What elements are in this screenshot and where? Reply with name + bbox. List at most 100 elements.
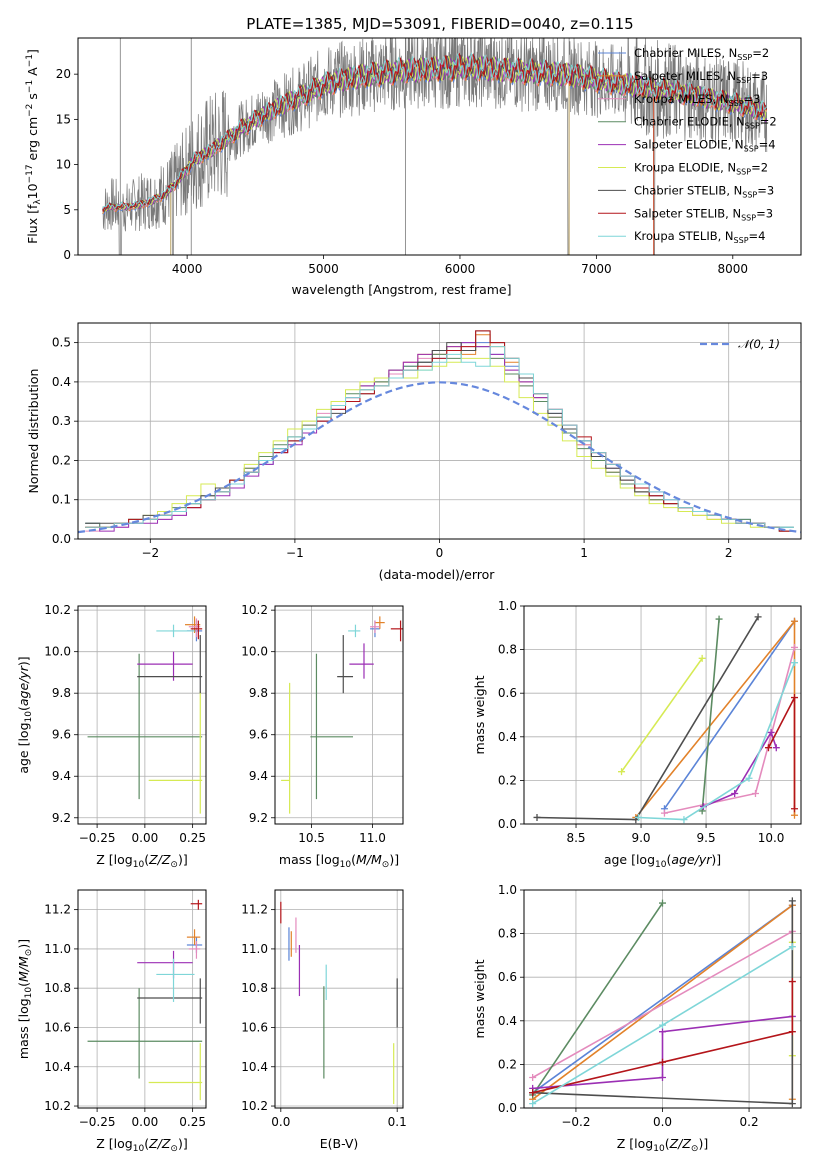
- errorbar-kroupa-stelib: [348, 624, 361, 638]
- mass-weight-line: [703, 730, 778, 808]
- x-tick-label: 9.0: [631, 831, 650, 845]
- y-tick-label: 15: [56, 112, 71, 126]
- y-tick-label: 0.0: [52, 532, 71, 546]
- plot-area: [529, 897, 796, 1108]
- x-tick-label: 10.0: [758, 831, 785, 845]
- y-tick-label: 9.6: [52, 728, 71, 742]
- legend-entry: 𝒩(0, 1): [738, 337, 780, 351]
- x-tick-label: 7000: [581, 262, 612, 276]
- x-tick-label: −0.25: [79, 831, 116, 845]
- y-tick-label: 9.8: [249, 686, 268, 700]
- mass-weight-line: [532, 1015, 793, 1090]
- series-chabrier-elodie: [529, 899, 666, 1099]
- x-tick-label: 0: [436, 546, 444, 560]
- x-tick-label: −0.25: [79, 1115, 116, 1129]
- plus-marker: [754, 613, 762, 621]
- plot-area: [533, 613, 798, 824]
- mass-weight-line: [532, 930, 793, 1079]
- y-tick-label: 10.6: [44, 1020, 71, 1034]
- y-tick-label: 9.2: [52, 811, 71, 825]
- errorbar-chabrier-elodie: [87, 988, 203, 1079]
- series-kroupa-elodie: [618, 654, 706, 776]
- panel-mass-vs-Z: −0.25 0.00 0.25 10.2 10.4 10.6 10.8 11.0 11.2 Z […: [16, 889, 207, 1154]
- legend-entry: Salpeter STELIB, NSSP=3: [634, 206, 773, 222]
- y-axis-label: mass [log10(M/M⊙)]: [16, 939, 34, 1059]
- x-tick-label: 5000: [308, 262, 339, 276]
- axes-frame: [523, 605, 802, 825]
- series-salpeter-elodie: [529, 1012, 796, 1092]
- series-salpeter-miles: [632, 617, 798, 821]
- panel-age-vs-mass: 10.5 11.0 9.2 9.4 9.6 9.8 10.0 10.2 mass [log10(…: [241, 603, 404, 870]
- errorbar-chabrier-elodie: [87, 653, 203, 800]
- x-tick-label: 10.5: [298, 831, 325, 845]
- y-tick-label: 9.4: [249, 769, 268, 783]
- mass-weight-line: [701, 619, 720, 811]
- y-tick-label: 0.6: [498, 970, 517, 984]
- errorbar-chabrier-stelib: [337, 635, 354, 694]
- axes-frame: [274, 889, 404, 1109]
- y-tick-label: 10.0: [44, 645, 71, 659]
- plus-marker: [767, 728, 775, 736]
- y-axis-label: mass weight: [472, 675, 487, 754]
- plus-marker: [788, 1028, 796, 1036]
- x-tick-label: 0.2: [740, 1115, 759, 1129]
- series-kroupa-stelib: [529, 943, 796, 1108]
- y-tick-label: 10.0: [241, 645, 268, 659]
- series-salpeter-stelib: [529, 978, 796, 1097]
- y-tick-label: 10.8: [241, 981, 268, 995]
- y-tick-label: 10.2: [241, 1099, 268, 1113]
- plus-marker: [790, 659, 798, 667]
- axes-frame: [77, 37, 802, 256]
- model-curve-chabrier-elodie: [102, 55, 768, 212]
- legend-entry: Salpeter ELODIE, NSSP=4: [634, 138, 776, 154]
- y-tick-label: 0.3: [52, 414, 71, 428]
- panel-spectrum: 4000 5000 6000 7000 8000 0 5 10 15 20 Chabrier MIL…: [25, 37, 802, 297]
- plus-marker: [751, 789, 759, 797]
- x-tick-label: 2: [725, 546, 733, 560]
- series-salpeter-stelib: [764, 694, 798, 813]
- y-tick-label: 0.2: [498, 773, 517, 787]
- x-tick-label: 0.00: [132, 1115, 159, 1129]
- plus-marker: [659, 1021, 666, 1029]
- x-tick-label: 0.00: [132, 831, 159, 845]
- plus-marker: [715, 615, 723, 623]
- errorbar-kroupa-elodie: [281, 682, 291, 814]
- plus-marker: [731, 789, 739, 797]
- legend-entry: Chabrier STELIB, NSSP=3: [634, 183, 774, 199]
- mass-weight-line: [532, 902, 664, 1096]
- plus-marker: [533, 813, 541, 821]
- plus-marker: [790, 643, 798, 651]
- y-tick-label: 9.8: [52, 686, 71, 700]
- y-tick-label: 0.2: [52, 453, 71, 467]
- plot-area: [87, 616, 203, 814]
- errorbar-salpeter-elodie: [137, 651, 193, 681]
- legend-entry: Kroupa MILES, NSSP=3: [634, 92, 760, 108]
- histogram-kroupa-stelib: [85, 346, 794, 528]
- series-chabrier-stelib: [533, 613, 762, 824]
- mass-weight-line: [663, 620, 796, 810]
- mass-weight-line: [532, 904, 793, 1094]
- axes-frame: [77, 605, 207, 825]
- x-tick-label: −2: [141, 546, 159, 560]
- x-tick-label: 1: [580, 546, 588, 560]
- y-axis-label: age [log10(age/yr)]: [16, 656, 34, 773]
- x-axis-label: (data-model)/error: [379, 567, 496, 582]
- y-tick-label: 0.4: [498, 1014, 517, 1028]
- y-tick-label: 9.6: [249, 728, 268, 742]
- plus-marker: [788, 1100, 796, 1108]
- legend-entry: Chabrier MILES, NSSP=2: [634, 46, 769, 62]
- series-chabrier-miles: [660, 617, 798, 813]
- plot-area: [87, 899, 203, 1101]
- errorbar-kroupa-miles: [370, 620, 380, 633]
- errorbar-salpeter-stelib: [190, 620, 203, 640]
- x-axis-label: mass [log10(M/M⊙)]: [279, 852, 399, 870]
- plus-marker: [659, 1028, 666, 1036]
- y-tick-label: 0.0: [498, 817, 517, 831]
- plus-marker: [788, 978, 796, 986]
- series-chabrier-elodie: [698, 615, 723, 815]
- errorbar-kroupa-stelib: [156, 958, 195, 1002]
- x-tick-label: 0.1: [388, 1115, 407, 1129]
- errorbar-kroupa-miles: [188, 941, 201, 959]
- plot-area: [281, 616, 403, 814]
- y-tick-label: 10.8: [44, 981, 71, 995]
